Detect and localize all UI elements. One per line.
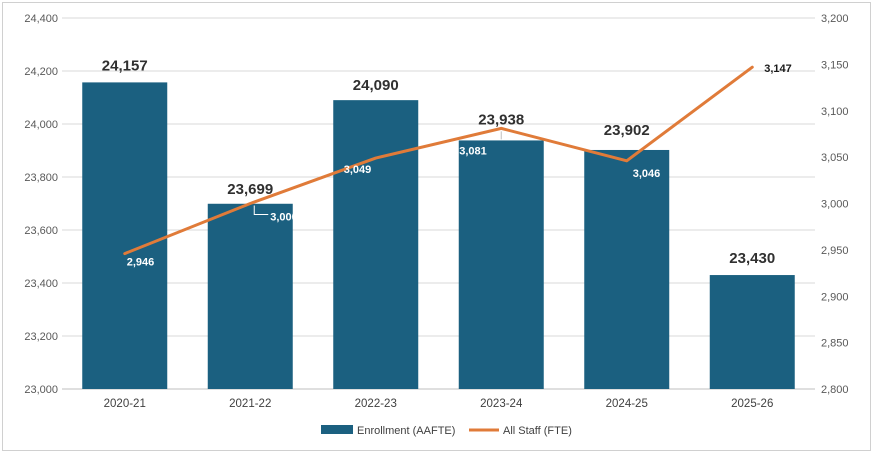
bar bbox=[458, 140, 544, 389]
right-axis-ticks: 2,800 2,850 2,900 2,950 3,000 3,050 3,100 3,150… bbox=[821, 13, 849, 396]
label-leader-line bbox=[253, 205, 269, 215]
left-tick-label: 24,200 bbox=[24, 66, 58, 78]
left-tick-label: 24,000 bbox=[24, 119, 58, 131]
x-tick-label: 2022-23 bbox=[355, 398, 397, 410]
bar bbox=[333, 100, 419, 390]
legend-swatch-bar bbox=[321, 425, 353, 434]
right-tick-label: 2,850 bbox=[821, 338, 849, 350]
left-axis-ticks: 23,000 23,200 23,400 23,600 23,800 24,000 24,2… bbox=[24, 13, 58, 396]
x-tick-label: 2025-26 bbox=[731, 398, 773, 410]
bar bbox=[207, 203, 293, 389]
bar-data-label: 23,902 bbox=[604, 122, 650, 139]
left-tick-label: 23,400 bbox=[24, 278, 58, 290]
bar bbox=[709, 275, 795, 389]
line-data-label: 3,081 bbox=[459, 145, 487, 157]
line-data-labels: 2,946 3,000 3,049 3,081 3,046 3,147 bbox=[127, 63, 792, 268]
right-tick-label: 2,950 bbox=[821, 245, 849, 257]
bar bbox=[584, 149, 670, 389]
line-data-label: 3,000 bbox=[270, 212, 298, 224]
x-tick-label: 2021-22 bbox=[229, 398, 271, 410]
left-tick-label: 24,400 bbox=[24, 13, 58, 25]
bar bbox=[82, 82, 168, 390]
right-tick-label: 3,150 bbox=[821, 59, 849, 71]
bar-series bbox=[82, 82, 795, 390]
legend-label: Enrollment (AAFTE) bbox=[357, 425, 455, 437]
left-tick-label: 23,200 bbox=[24, 331, 58, 343]
right-tick-label: 2,800 bbox=[821, 384, 849, 396]
right-tick-label: 3,100 bbox=[821, 106, 849, 118]
line-series bbox=[123, 65, 754, 256]
legend: Enrollment (AAFTE) All Staff (FTE) bbox=[321, 425, 572, 437]
x-axis-ticks: 2020-21 2021-22 2022-23 2023-24 2024-25 2025-… bbox=[104, 398, 774, 410]
bar-data-label: 23,938 bbox=[478, 111, 524, 128]
gridlines bbox=[62, 17, 815, 390]
line-data-label: 2,946 bbox=[127, 257, 155, 269]
bar-data-label: 23,699 bbox=[227, 181, 273, 198]
right-tick-label: 2,900 bbox=[821, 291, 849, 303]
right-tick-label: 3,000 bbox=[821, 199, 849, 211]
line-data-label: 3,049 bbox=[344, 164, 372, 176]
x-tick-label: 2024-25 bbox=[606, 398, 648, 410]
left-tick-label: 23,600 bbox=[24, 225, 58, 237]
line-data-label: 3,147 bbox=[764, 63, 792, 75]
bar-data-label: 24,157 bbox=[102, 57, 148, 74]
right-tick-label: 3,200 bbox=[821, 13, 849, 25]
bar-data-label: 23,430 bbox=[729, 250, 775, 267]
left-tick-label: 23,000 bbox=[24, 384, 58, 396]
bar-data-labels: 24,157 23,699 24,090 23,938 23,902 23,430 bbox=[102, 57, 775, 267]
x-tick-label: 2023-24 bbox=[480, 398, 523, 410]
left-tick-label: 23,800 bbox=[24, 172, 58, 184]
right-tick-label: 3,050 bbox=[821, 152, 849, 164]
line-data-label: 3,046 bbox=[633, 168, 661, 180]
bar-data-label: 24,090 bbox=[353, 77, 399, 94]
line-path bbox=[123, 65, 754, 256]
legend-label: All Staff (FTE) bbox=[503, 425, 572, 437]
x-tick-label: 2020-21 bbox=[104, 398, 146, 410]
